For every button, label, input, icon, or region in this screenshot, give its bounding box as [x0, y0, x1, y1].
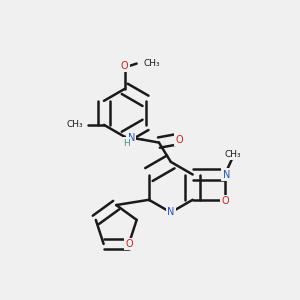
Text: CH₃: CH₃: [224, 150, 241, 159]
Text: O: O: [175, 135, 183, 145]
Text: O: O: [121, 61, 128, 71]
Text: H: H: [123, 139, 130, 148]
Text: N: N: [223, 169, 230, 179]
Text: CH₃: CH₃: [67, 120, 83, 129]
Text: O: O: [125, 239, 133, 249]
Text: N: N: [128, 133, 135, 143]
Text: O: O: [221, 196, 229, 206]
Text: N: N: [167, 207, 175, 218]
Text: CH₃: CH₃: [143, 59, 160, 68]
